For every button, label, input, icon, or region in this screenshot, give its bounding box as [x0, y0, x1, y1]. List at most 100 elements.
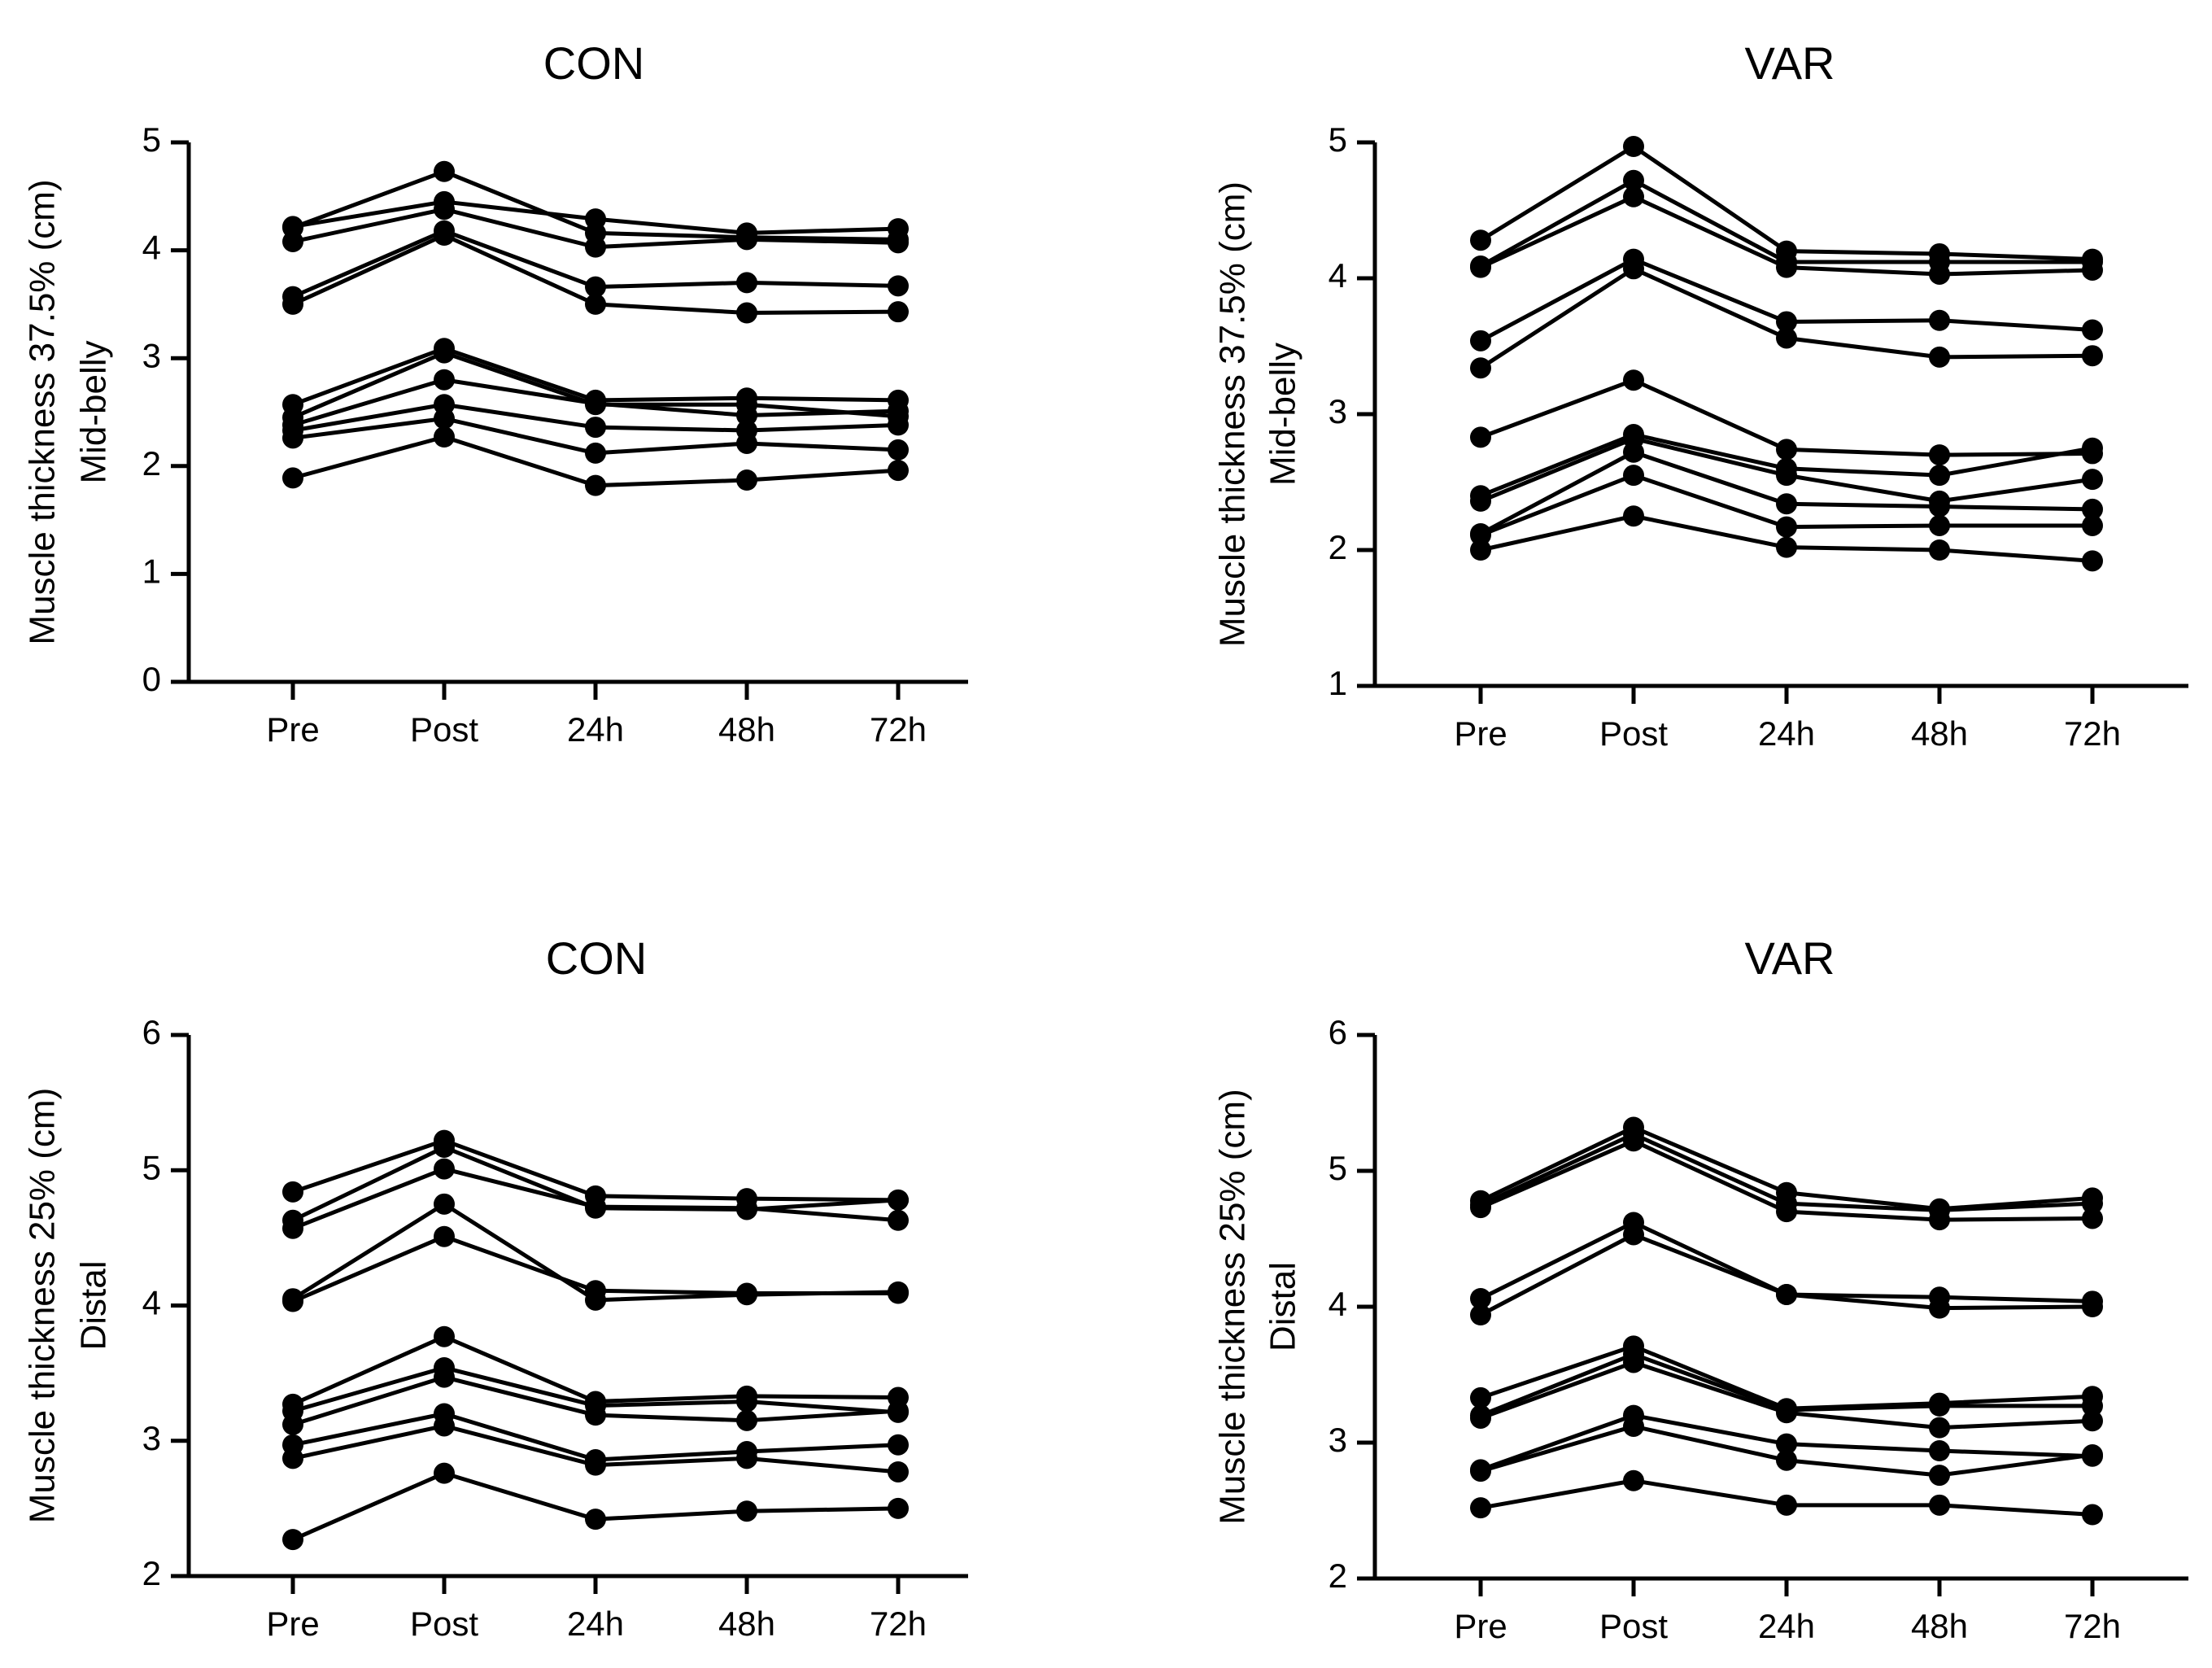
- series-s5: [282, 225, 909, 324]
- data-point: [1623, 136, 1644, 158]
- data-point: [1776, 493, 1797, 515]
- data-point: [585, 1454, 606, 1476]
- y-tick-label: 3: [142, 1419, 161, 1457]
- data-point: [1776, 1494, 1797, 1516]
- y-tick-label: 5: [1329, 120, 1347, 159]
- data-point: [2082, 1444, 2103, 1466]
- series-s11: [282, 426, 909, 496]
- series-s5: [1470, 1224, 2103, 1326]
- data-point: [888, 1282, 909, 1304]
- data-point: [736, 1282, 757, 1304]
- data-point: [585, 417, 606, 439]
- data-point: [736, 1447, 757, 1469]
- data-point: [434, 160, 455, 182]
- data-point: [585, 1509, 606, 1530]
- data-point: [1776, 516, 1797, 538]
- data-point: [282, 293, 303, 315]
- data-point: [2082, 259, 2103, 281]
- data-point: [1776, 1449, 1797, 1471]
- x-tick-label: 72h: [870, 1605, 927, 1643]
- series-s10: [282, 408, 909, 464]
- data-point: [1623, 1224, 1644, 1246]
- data-point: [2082, 319, 2103, 341]
- y-tick-label: 2: [142, 444, 161, 482]
- data-point: [1776, 1201, 1797, 1223]
- y-tick-label: 3: [1329, 392, 1347, 430]
- data-point: [434, 1325, 455, 1347]
- y-tick-label: 3: [142, 336, 161, 374]
- data-point: [585, 474, 606, 496]
- data-point: [1929, 1440, 1950, 1462]
- data-point: [434, 342, 455, 364]
- data-point: [1623, 441, 1644, 463]
- data-point: [1470, 229, 1491, 251]
- data-point: [282, 427, 303, 449]
- x-tick-label: Pre: [1454, 1607, 1507, 1645]
- data-point: [282, 1217, 303, 1239]
- data-point: [888, 1400, 909, 1422]
- y-tick-label: 2: [1329, 528, 1347, 566]
- data-point: [434, 408, 455, 430]
- series-s11: [1470, 505, 2103, 572]
- series-s11: [282, 1462, 909, 1551]
- series-s3: [282, 1158, 909, 1239]
- data-point: [1623, 1469, 1644, 1491]
- y-tick-label: 6: [1329, 1013, 1347, 1051]
- y-tick-label: 5: [1329, 1149, 1347, 1187]
- x-tick-label: 48h: [718, 1605, 775, 1643]
- data-point: [1929, 1494, 1950, 1516]
- chart-title: CON: [543, 37, 644, 89]
- data-point: [282, 230, 303, 252]
- data-point: [434, 1158, 455, 1180]
- x-tick-label: Pre: [1454, 714, 1507, 753]
- data-point: [1623, 369, 1644, 391]
- data-point: [585, 442, 606, 464]
- data-point: [736, 229, 757, 251]
- data-point: [1623, 258, 1644, 280]
- chart-title: CON: [546, 932, 647, 984]
- series-s10: [1470, 1415, 2103, 1487]
- x-tick-label: 24h: [567, 1605, 624, 1643]
- data-point: [1623, 1351, 1644, 1373]
- data-point: [585, 1404, 606, 1426]
- y-tick-label: 0: [142, 660, 161, 698]
- series-s10: [282, 1415, 909, 1482]
- y-tick-label: 1: [142, 552, 161, 590]
- panel-con-distal: CON Muscle thickness 25% (cm) Distal 2 3 4 5 6 P…: [23, 932, 968, 1643]
- data-point: [888, 1497, 909, 1519]
- data-point: [888, 275, 909, 297]
- data-point: [1776, 256, 1797, 278]
- y-axis-label: Muscle thickness 25% (cm): [1213, 1089, 1253, 1524]
- data-point: [1470, 524, 1491, 546]
- data-point: [1470, 357, 1491, 379]
- data-point: [888, 439, 909, 461]
- series-s8: [1470, 1351, 2103, 1439]
- data-point: [1623, 505, 1644, 527]
- data-point: [585, 293, 606, 315]
- x-tick-label: 24h: [1758, 1607, 1815, 1645]
- data-point: [1929, 539, 1950, 561]
- data-point: [434, 1136, 455, 1158]
- data-point: [434, 1193, 455, 1215]
- data-point: [1470, 539, 1491, 561]
- data-point: [585, 1196, 606, 1218]
- data-point: [1623, 186, 1644, 207]
- data-point: [282, 1447, 303, 1469]
- x-tick-label: Pre: [266, 710, 319, 749]
- data-point: [282, 1181, 303, 1203]
- y-tick-label: 5: [142, 1148, 161, 1186]
- data-point: [888, 1189, 909, 1211]
- y-tick-label: 4: [1329, 256, 1347, 295]
- data-point: [1470, 330, 1491, 352]
- series-s3: [1470, 186, 2103, 285]
- series-s5: [1470, 258, 2103, 379]
- x-tick-label: 24h: [567, 710, 624, 749]
- x-tick-label: Post: [1599, 1607, 1668, 1645]
- data-point: [1623, 169, 1644, 191]
- data-point: [1470, 1304, 1491, 1326]
- data-point: [888, 460, 909, 482]
- data-point: [434, 1225, 455, 1247]
- panel-var-mid-belly: VAR Muscle thickness 37.5% (cm) Mid-belly 1…: [1213, 37, 2188, 753]
- data-point: [736, 302, 757, 324]
- x-tick-label: 72h: [2064, 1607, 2121, 1645]
